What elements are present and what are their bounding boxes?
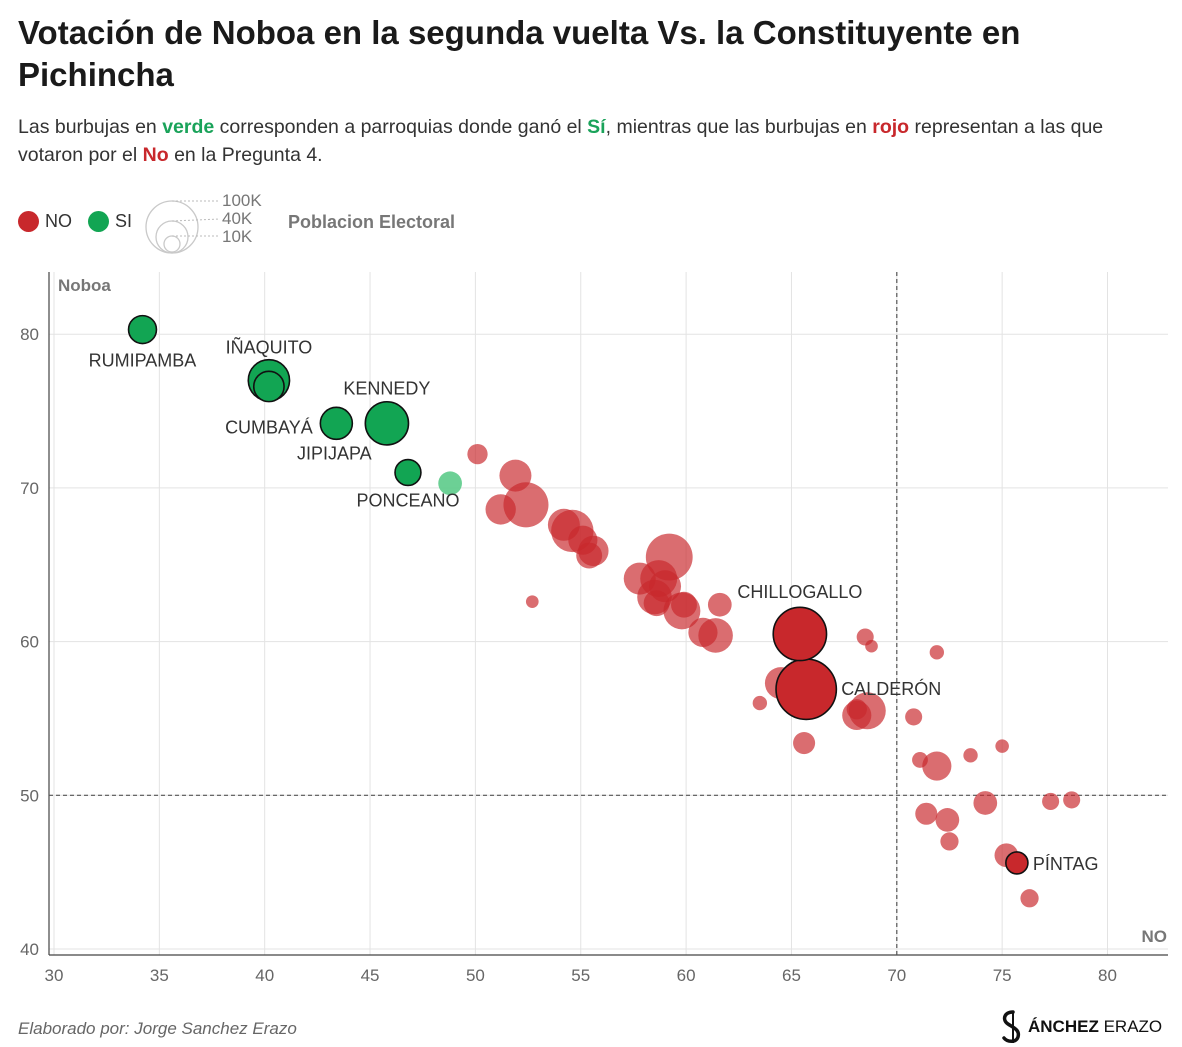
chart-title: Votación de Noboa en la segunda vuelta V… bbox=[18, 14, 1021, 93]
bubble-chart: 30 35 40 45 50 55 60 65 70 75 80 40 50 60 70 80 Noboa NO R… bbox=[20, 272, 1168, 985]
bubble-label: CHILLOGALLO bbox=[737, 582, 862, 602]
bubble-calderón bbox=[775, 658, 838, 721]
bubble-no bbox=[623, 562, 656, 595]
x-tick-label: 40 bbox=[255, 966, 274, 985]
y-tick-label: 80 bbox=[20, 325, 39, 344]
y-tick-label: 60 bbox=[20, 633, 39, 652]
bubble-no bbox=[929, 645, 945, 660]
bubble-label: CALDERÓN bbox=[841, 678, 941, 699]
bubble-no bbox=[922, 751, 952, 781]
x-tick-label: 30 bbox=[45, 966, 64, 985]
x-tick-label: 80 bbox=[1098, 966, 1117, 985]
subtitle-green-word: verde bbox=[162, 116, 215, 138]
legend-no-label: NO bbox=[45, 211, 72, 231]
bubble-no bbox=[905, 708, 923, 726]
brand-logo: ÁNCHEZ ERAZO bbox=[998, 1010, 1168, 1044]
bubble-no bbox=[912, 752, 928, 768]
legend-item-si: SI bbox=[88, 211, 132, 232]
chart-subtitle: Las burbujas en verde corresponden a par… bbox=[18, 113, 1168, 169]
bubble-kennedy bbox=[364, 400, 410, 446]
size-circle-10k bbox=[163, 235, 181, 253]
bubble-si bbox=[438, 471, 462, 496]
bubble-label: PÍNTAG bbox=[1033, 854, 1099, 874]
bubble-no bbox=[499, 459, 532, 492]
brand-s-icon bbox=[1002, 1010, 1021, 1043]
x-tick-label: 65 bbox=[782, 966, 801, 985]
bubble-no bbox=[915, 802, 938, 825]
legend-item-no: NO bbox=[18, 211, 72, 232]
bubble-no bbox=[1042, 792, 1060, 810]
subtitle-no-word: No bbox=[142, 144, 169, 166]
x-tick-label: 45 bbox=[361, 966, 380, 985]
bubble-no bbox=[688, 617, 718, 647]
footer-credit: Elaborado por: Jorge Sanchez Erazo bbox=[18, 1019, 297, 1038]
subtitle-text: representan a las que votaron por el bbox=[18, 116, 1104, 166]
x-tick-label: 50 bbox=[466, 966, 485, 985]
size-circle-40k bbox=[155, 220, 189, 254]
y-tick-label: 50 bbox=[20, 786, 39, 805]
bubble-rumipamba bbox=[127, 314, 158, 345]
y-tick-label: 70 bbox=[20, 479, 39, 498]
bubble-no bbox=[973, 791, 998, 815]
size-leader-40k bbox=[171, 218, 221, 222]
legend-si-label: SI bbox=[115, 211, 133, 231]
x-tick-label: 70 bbox=[887, 966, 906, 985]
bubble-jipijapa bbox=[319, 406, 354, 441]
size-legend-circles bbox=[145, 200, 221, 254]
subtitle-red-word: rojo bbox=[872, 116, 910, 138]
size-label-40k: 40K bbox=[222, 209, 253, 228]
bubble-no bbox=[995, 739, 1009, 753]
bubble-no bbox=[846, 699, 867, 720]
subtitle-text: , mientras que las burbujas en bbox=[605, 116, 873, 138]
bubble-no bbox=[503, 482, 549, 528]
bubble-no bbox=[643, 590, 670, 617]
bubble-píntag bbox=[1005, 851, 1029, 875]
bubble-label: RUMIPAMBA bbox=[89, 351, 197, 371]
bubble-no bbox=[865, 639, 878, 653]
x-tick-label: 35 bbox=[150, 966, 169, 985]
bubble-label: PONCEANO bbox=[356, 491, 459, 511]
size-legend: 100K 40K 10K bbox=[144, 192, 274, 254]
bubble-no bbox=[963, 748, 978, 763]
bubble-label: IÑAQUITO bbox=[226, 336, 313, 357]
bubble-no bbox=[707, 592, 732, 617]
brand-bold: ÁNCHEZ bbox=[1028, 1017, 1099, 1036]
x-tick-label: 60 bbox=[677, 966, 696, 985]
bubble-cumbayá bbox=[252, 370, 285, 403]
bubble-no bbox=[935, 808, 960, 832]
subtitle-text: corresponden a parroquias donde ganó el bbox=[214, 116, 588, 138]
x-axis-title: NO bbox=[1142, 927, 1168, 946]
legend-si-swatch bbox=[88, 211, 109, 232]
bubble-no bbox=[793, 732, 816, 755]
bubble-no bbox=[525, 595, 539, 608]
size-circle-100k bbox=[145, 200, 199, 254]
y-tick-label: 40 bbox=[20, 940, 39, 959]
bubble-label: KENNEDY bbox=[343, 378, 430, 398]
bubble-ponceano bbox=[394, 458, 422, 487]
y-axis-title: Noboa bbox=[58, 276, 111, 295]
size-legend-title: Poblacion Electoral bbox=[288, 212, 456, 232]
bubble-label: CUMBAYÁ bbox=[225, 417, 313, 437]
bubble-no bbox=[940, 832, 959, 851]
size-label-100k: 100K bbox=[222, 191, 262, 210]
subtitle-si-word: Sí bbox=[587, 116, 606, 138]
bubble-no bbox=[671, 591, 697, 618]
brand-rest: ERAZO bbox=[1103, 1017, 1163, 1036]
bubble-no bbox=[576, 542, 603, 569]
bubble-no bbox=[1020, 889, 1039, 908]
bubble-chillogallo bbox=[772, 606, 828, 662]
x-tick-label: 75 bbox=[993, 966, 1012, 985]
bubble-no bbox=[1063, 791, 1081, 809]
bubble-no bbox=[467, 443, 488, 465]
size-label-10k: 10K bbox=[222, 227, 253, 246]
chart-legend: NO SI 100K 40K 10K Poblacion Electoral bbox=[18, 192, 478, 254]
bubble-no bbox=[485, 494, 516, 525]
subtitle-text: en la Pregunta 4. bbox=[168, 144, 323, 166]
bubble-label: JIPIJAPA bbox=[297, 443, 372, 463]
legend-no-swatch bbox=[18, 211, 39, 232]
bubble-no bbox=[752, 695, 768, 711]
subtitle-text: Las burbujas en bbox=[18, 116, 163, 138]
x-tick-label: 55 bbox=[571, 966, 590, 985]
